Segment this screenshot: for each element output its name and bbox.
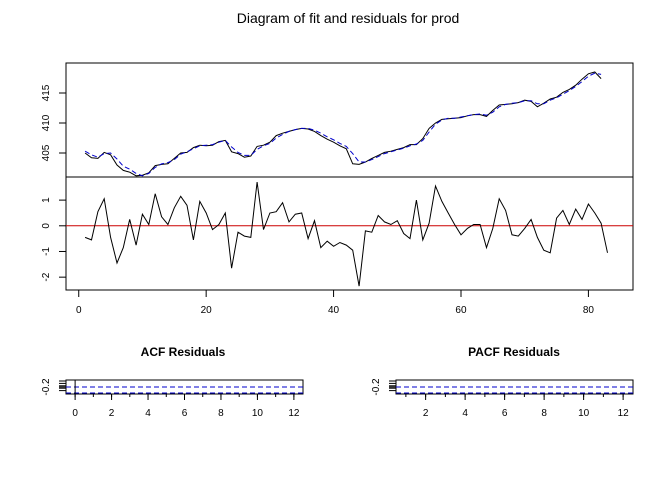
residuals-y-axis: -2 -1 0 1 <box>41 197 66 282</box>
acf-x-tick-label: 12 <box>288 408 300 419</box>
residuals-panel-frame <box>65 176 634 291</box>
acf-x-tick-label: 0 <box>72 408 78 419</box>
pacf-panel: PACF Residuals -0.2 2 4 6 8 10 12 <box>371 345 634 419</box>
pacf-x-tick-label: 10 <box>578 408 590 419</box>
fit-panel: 405 410 415 <box>41 62 634 178</box>
acf-y-tick-label: -0.2 <box>41 378 52 396</box>
fit-y-tick-label: 410 <box>41 114 52 131</box>
residuals-series-line <box>84 182 608 287</box>
residuals-x-tick-label: 20 <box>201 305 213 316</box>
residuals-x-axis: 0 20 40 60 80 <box>76 289 595 316</box>
acf-x-tick-label: 2 <box>109 408 115 419</box>
fit-y-axis: 405 410 415 <box>41 84 66 161</box>
residuals-x-tick-label: 80 <box>583 305 595 316</box>
residuals-y-tick-label: -1 <box>41 247 52 256</box>
residuals-x-tick-label: 60 <box>455 305 467 316</box>
residuals-x-tick-label: 40 <box>328 305 340 316</box>
pacf-y-tick-label: -0.2 <box>371 378 382 396</box>
actual-series-line <box>84 71 602 177</box>
acf-title: ACF Residuals <box>141 345 226 359</box>
acf-panel: ACF Residuals -0.2 0 2 4 6 8 10 12 <box>41 345 304 419</box>
fitted-series-line <box>84 72 602 177</box>
residuals-x-tick-label: 0 <box>76 305 82 316</box>
acf-x-tick-label: 8 <box>218 408 224 419</box>
pacf-x-tick-label: 2 <box>423 408 429 419</box>
acf-x-tick-label: 4 <box>145 408 151 419</box>
fit-y-tick-label: 415 <box>41 84 52 101</box>
residuals-panel: -2-101 0 20 40 60 80 <box>41 176 634 316</box>
acf-x-tick-label: 6 <box>182 408 188 419</box>
acf-marks: -0.2 0 2 4 6 8 10 12 <box>41 378 303 419</box>
fit-lines <box>84 71 602 177</box>
pacf-x-tick-label: 12 <box>618 408 630 419</box>
pacf-marks: -0.2 2 4 6 8 10 12 <box>371 378 633 419</box>
chart-title: Diagram of fit and residuals for prod <box>237 10 460 26</box>
pacf-title: PACF Residuals <box>468 345 560 359</box>
residuals-y-tick-label: 1 <box>41 197 52 203</box>
acf-x-tick-label: 10 <box>252 408 264 419</box>
fit-y-tick-label: 405 <box>41 144 52 161</box>
pacf-x-tick-label: 8 <box>541 408 547 419</box>
pacf-x-tick-label: 4 <box>462 408 468 419</box>
residuals-y-tick-label: -2 <box>41 272 52 281</box>
pacf-x-tick-label: 6 <box>502 408 508 419</box>
residuals-y-tick-label: 0 <box>41 223 52 229</box>
residuals-lines <box>66 182 633 287</box>
fit-panel-frame <box>65 62 634 178</box>
